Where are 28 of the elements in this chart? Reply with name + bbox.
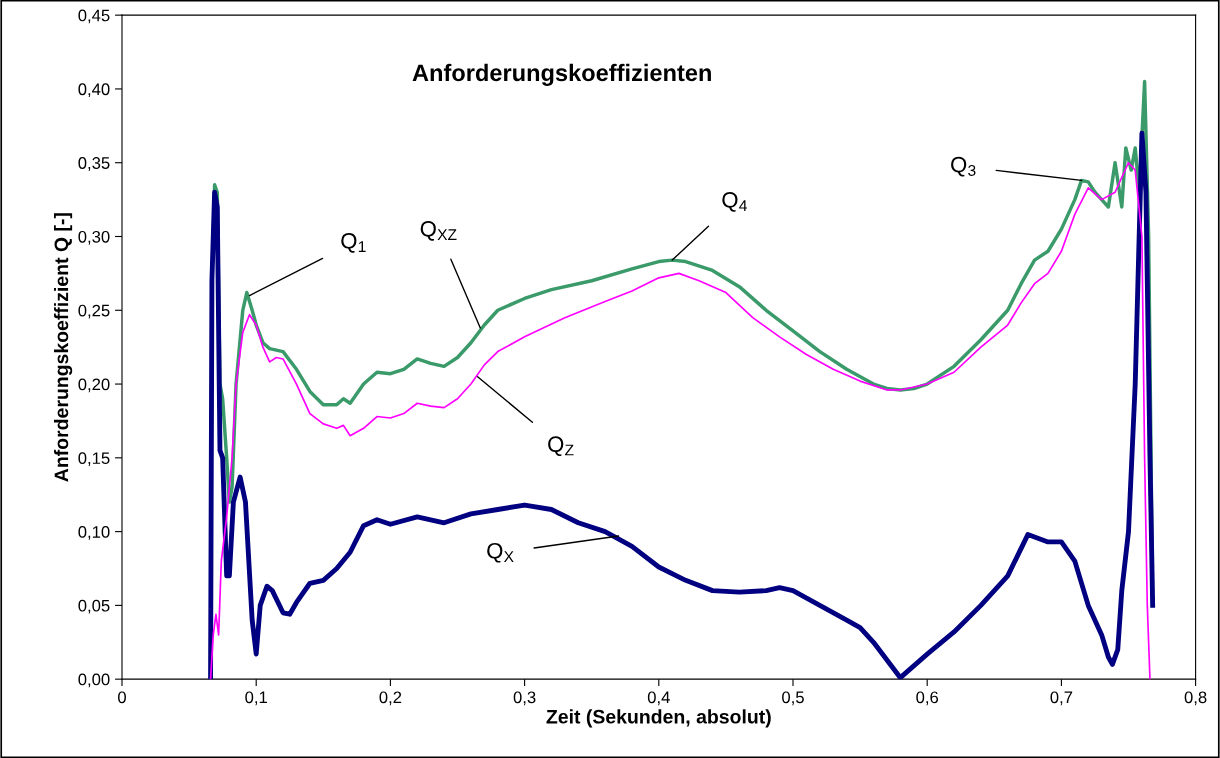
y-tick-label: 0,20 — [78, 378, 110, 393]
x-tick-label: 0 — [118, 691, 126, 704]
x-tick-label: 0,1 — [245, 691, 267, 706]
annotation: Q$_{X}$ — [487, 542, 514, 563]
y-axis-title: Anforderungskoeffizient Q [-] — [53, 213, 73, 482]
annotation: Q$_{1}$ — [341, 232, 366, 253]
x-axis-title: Zeit (Sekunden, absolut) — [546, 709, 771, 728]
x-tick-label: 0,2 — [379, 691, 402, 706]
annotation: Q$_{3}$ — [951, 156, 976, 177]
annotation: Q$_{XZ}$ — [420, 220, 457, 241]
x-tick-label: 0,6 — [916, 691, 939, 706]
y-tick-label: 0,30 — [78, 230, 110, 245]
annotation: Q$_{4}$ — [722, 191, 747, 212]
y-tick-label: 0,35 — [78, 157, 110, 171]
y-tick-label: 0,15 — [78, 452, 110, 466]
y-tick-label: 0,45 — [78, 9, 110, 24]
x-tick-label: 0,8 — [1184, 691, 1207, 706]
x-tick-label: 0,3 — [513, 691, 536, 706]
text: Anforderungskoeffizienten — [412, 63, 711, 86]
y-tick-label: 0,05 — [78, 599, 110, 614]
y-tick-label: 0,40 — [78, 83, 110, 98]
y-tick-label: 0,00 — [78, 673, 110, 688]
x-tick-label: 0,4 — [647, 691, 670, 706]
y-tick-label: 0,25 — [78, 304, 110, 319]
y-tick-label: 0,10 — [78, 526, 110, 540]
annotation: Q$_{Z}$ — [548, 436, 574, 457]
x-tick-label: 0,7 — [1050, 691, 1073, 706]
x-tick-label: 0,5 — [782, 691, 804, 706]
